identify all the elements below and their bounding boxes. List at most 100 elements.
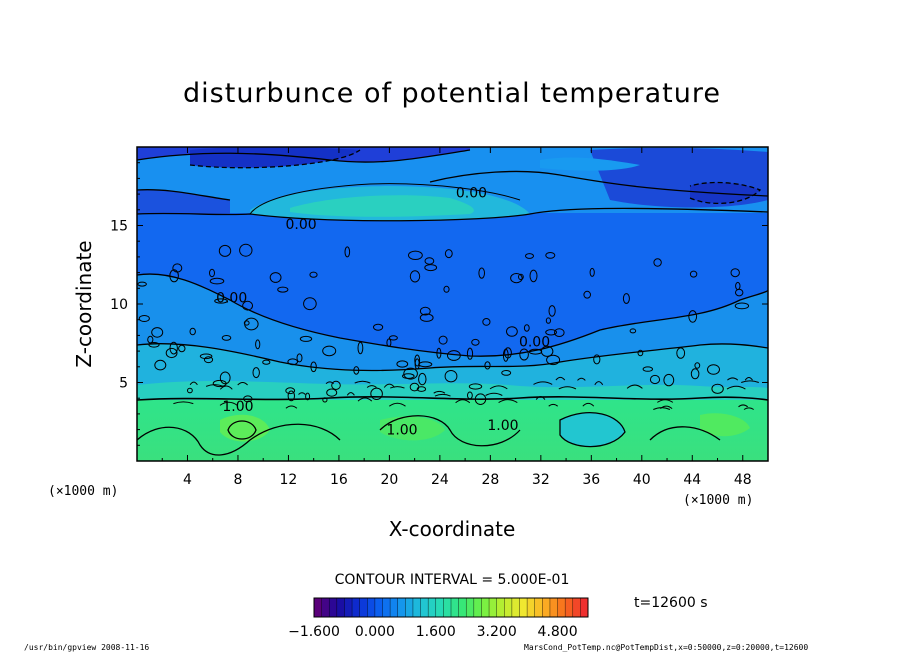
x-tick-label: 4 [183, 472, 192, 488]
contour-line [137, 343, 768, 372]
contour-blob [262, 359, 271, 365]
colorbar-cell [542, 598, 551, 617]
contour-squiggle [498, 399, 518, 404]
colorbar-cell [451, 598, 459, 617]
contour-blob [255, 339, 261, 350]
contour-labels: 0.00 0.00 0.00 0.00 1.00 1.00 1.00 [216, 186, 550, 439]
contour-blob [707, 364, 720, 375]
contour-blob [690, 368, 700, 380]
colorbar-cell [390, 598, 399, 617]
contour-blob [388, 335, 398, 341]
footer-left: /usr/bin/gpview 2008-11-16 [24, 643, 149, 652]
contour-blob [322, 397, 328, 403]
colorbar-cell [314, 598, 322, 617]
x-tick-label: 32 [532, 472, 550, 488]
colorbar-cell [511, 598, 520, 617]
contour-blob [545, 252, 556, 259]
x-unit-left: (×1000 m) [48, 484, 118, 499]
footer-right: MarsCond_PotTemp.nc@PotTempDist,x=0:5000… [524, 643, 808, 652]
colorbar-cell [534, 598, 543, 617]
contour-blob [424, 264, 438, 272]
contour-squiggle [558, 386, 577, 390]
contour-squiggle [285, 405, 298, 409]
contour-blob [663, 373, 675, 387]
colorbar-cell [496, 598, 505, 617]
contour-line [429, 170, 768, 197]
contour-blob [438, 335, 448, 345]
contour-blob [214, 298, 228, 304]
colorbar-cell [359, 598, 368, 617]
x-axis-title: X-coordinate [389, 517, 516, 541]
contour-blob [221, 335, 232, 341]
contour-blob [242, 300, 254, 311]
contour-blob [730, 268, 740, 278]
contour-blob [357, 341, 364, 355]
contour-blob [642, 366, 653, 372]
contour-blob [178, 344, 186, 353]
contour-squiggle [741, 380, 759, 383]
x-tick-label: 36 [582, 472, 600, 488]
contour-blob [296, 353, 303, 363]
colorbar-cell [412, 598, 421, 617]
contour-squiggle [433, 390, 446, 394]
contour-blob [676, 347, 686, 359]
colorbar-cell [466, 598, 475, 617]
contour-squiggle [535, 396, 546, 400]
contour-blob [447, 350, 461, 361]
contour-blob [637, 349, 644, 357]
contour-blob [545, 317, 552, 324]
contour-squiggle [455, 399, 471, 404]
contour-label: 0.00 [519, 335, 550, 351]
contour-squiggle [726, 385, 746, 390]
contour-label: 0.00 [456, 186, 487, 202]
chart-title: disturbunce of potential temperature [183, 78, 721, 109]
contour-blob [219, 371, 231, 385]
contour-blob [277, 286, 289, 293]
contour-blob [309, 271, 318, 278]
contour-blob [386, 338, 392, 348]
y-axis-title: Z-coordinate [72, 240, 96, 367]
x-tick-label: 16 [330, 472, 348, 488]
colorbar-cell [565, 598, 574, 617]
colorbar-cell [557, 598, 566, 617]
contour-line [137, 273, 768, 357]
contour-squiggle [657, 399, 674, 403]
contour-squiggle [357, 397, 373, 402]
contour-blob [734, 302, 750, 310]
contour-blob [409, 270, 421, 283]
contour-squiggle [738, 404, 749, 408]
contour-blob [414, 354, 421, 367]
contour-lines [137, 149, 768, 456]
colorbar-cell [580, 598, 589, 617]
field-warm-patch [700, 413, 750, 437]
contour-blob [529, 269, 538, 283]
contour-blob [239, 243, 253, 257]
contour-blob [169, 269, 179, 283]
contour-blob [169, 341, 178, 355]
contour-blob [653, 258, 662, 267]
contour-blob [467, 391, 473, 400]
colorbar-cell [443, 598, 452, 617]
contour-blob [396, 360, 409, 368]
x-tick-label: 48 [734, 472, 752, 488]
contour-blob [418, 372, 427, 386]
contour-blob [331, 380, 341, 390]
contour-blob [694, 362, 701, 369]
contour-blob [189, 327, 196, 336]
y-tick-label: 15 [110, 219, 128, 235]
colorbar-cell [435, 598, 444, 617]
contour-label: 1.00 [487, 418, 518, 434]
contour-blob [436, 347, 442, 359]
contour-blob [154, 359, 167, 371]
contour-blobs [137, 243, 759, 410]
contour-blob [583, 290, 592, 299]
colorbar-cell [420, 598, 429, 617]
contour-squiggle [489, 385, 508, 390]
contour-squiggle [743, 407, 754, 410]
colorbar-frame [313, 597, 589, 618]
contour-interval: CONTOUR INTERVAL = 5.000E-01 [335, 572, 570, 588]
contour-blob [310, 361, 317, 373]
contour-blob [506, 326, 518, 337]
contour-blob [218, 244, 232, 257]
